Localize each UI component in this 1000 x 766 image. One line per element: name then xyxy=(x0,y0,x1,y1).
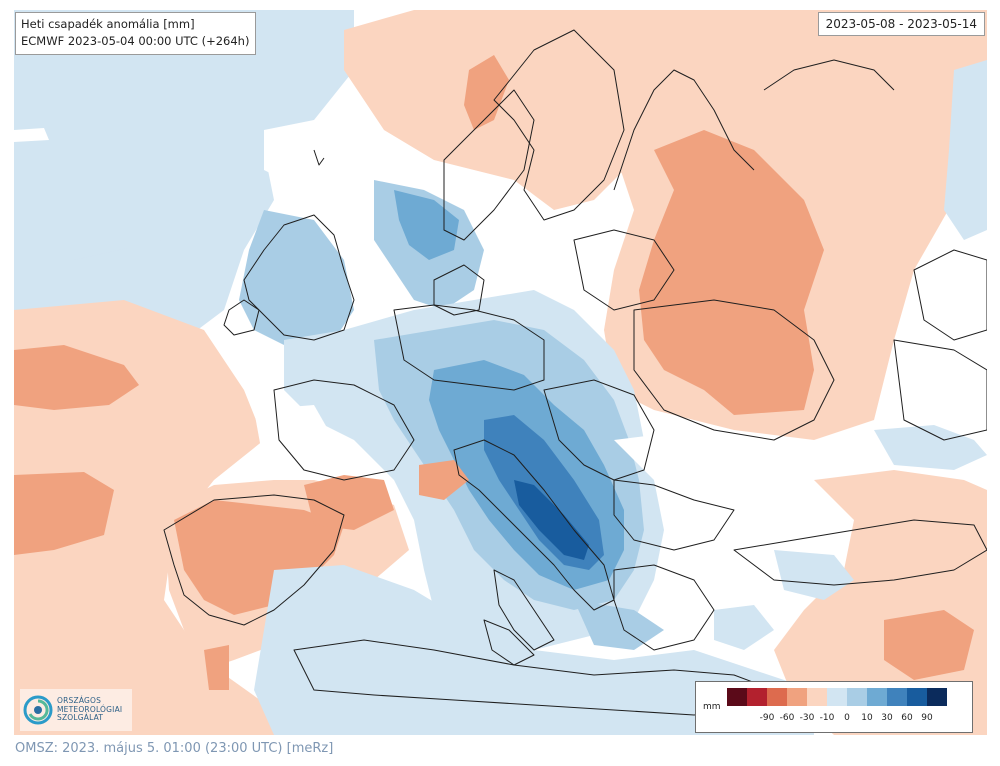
legend-swatch xyxy=(767,688,787,706)
footer-credit: OMSZ: 2023. május 5. 01:00 (23:00 UTC) [… xyxy=(15,741,334,756)
map-title: Heti csapadék anomália [mm] xyxy=(21,17,195,31)
legend-tick-label: 0 xyxy=(844,713,850,723)
legend-tick-label: -30 xyxy=(799,713,815,723)
legend-swatch xyxy=(747,688,767,706)
legend-swatches xyxy=(727,688,947,706)
omsz-logo-icon xyxy=(23,695,53,725)
map-title-box: Heti csapadék anomália [mm] ECMWF 2023-0… xyxy=(15,12,257,55)
anomaly-map xyxy=(14,10,987,735)
legend-tick-label: 90 xyxy=(921,713,933,723)
legend-tick-label: 60 xyxy=(901,713,913,723)
legend-tick-label: -90 xyxy=(759,713,775,723)
legend-swatch xyxy=(907,688,927,706)
legend-tick-label: 30 xyxy=(881,713,893,723)
legend-swatch xyxy=(887,688,907,706)
date-range-box: 2023-05-08 - 2023-05-14 xyxy=(817,12,985,36)
legend-swatch xyxy=(727,688,747,706)
legend-swatch xyxy=(787,688,807,706)
legend-swatch xyxy=(827,688,847,706)
legend-swatch xyxy=(847,688,867,706)
omsz-logo-text: ORSZÁGOS METEOROLÓGIAI SZOLGÁLAT xyxy=(57,696,123,723)
omsz-logo: ORSZÁGOS METEOROLÓGIAI SZOLGÁLAT xyxy=(20,689,132,731)
legend-tick-label: -60 xyxy=(779,713,795,723)
legend-tick-label: -10 xyxy=(819,713,835,723)
legend-tick-label: 10 xyxy=(861,713,873,723)
model-run-info: ECMWF 2023-05-04 00:00 UTC (+264h) xyxy=(21,34,250,48)
legend-unit: mm xyxy=(703,702,721,712)
legend-swatch xyxy=(807,688,827,706)
date-range: 2023-05-08 - 2023-05-14 xyxy=(825,17,977,31)
map-canvas xyxy=(14,10,987,735)
color-legend: mm -90 -60 -30 -10 0 10 30 60 90 xyxy=(695,681,973,733)
legend-swatch xyxy=(867,688,887,706)
legend-swatch xyxy=(927,688,947,706)
